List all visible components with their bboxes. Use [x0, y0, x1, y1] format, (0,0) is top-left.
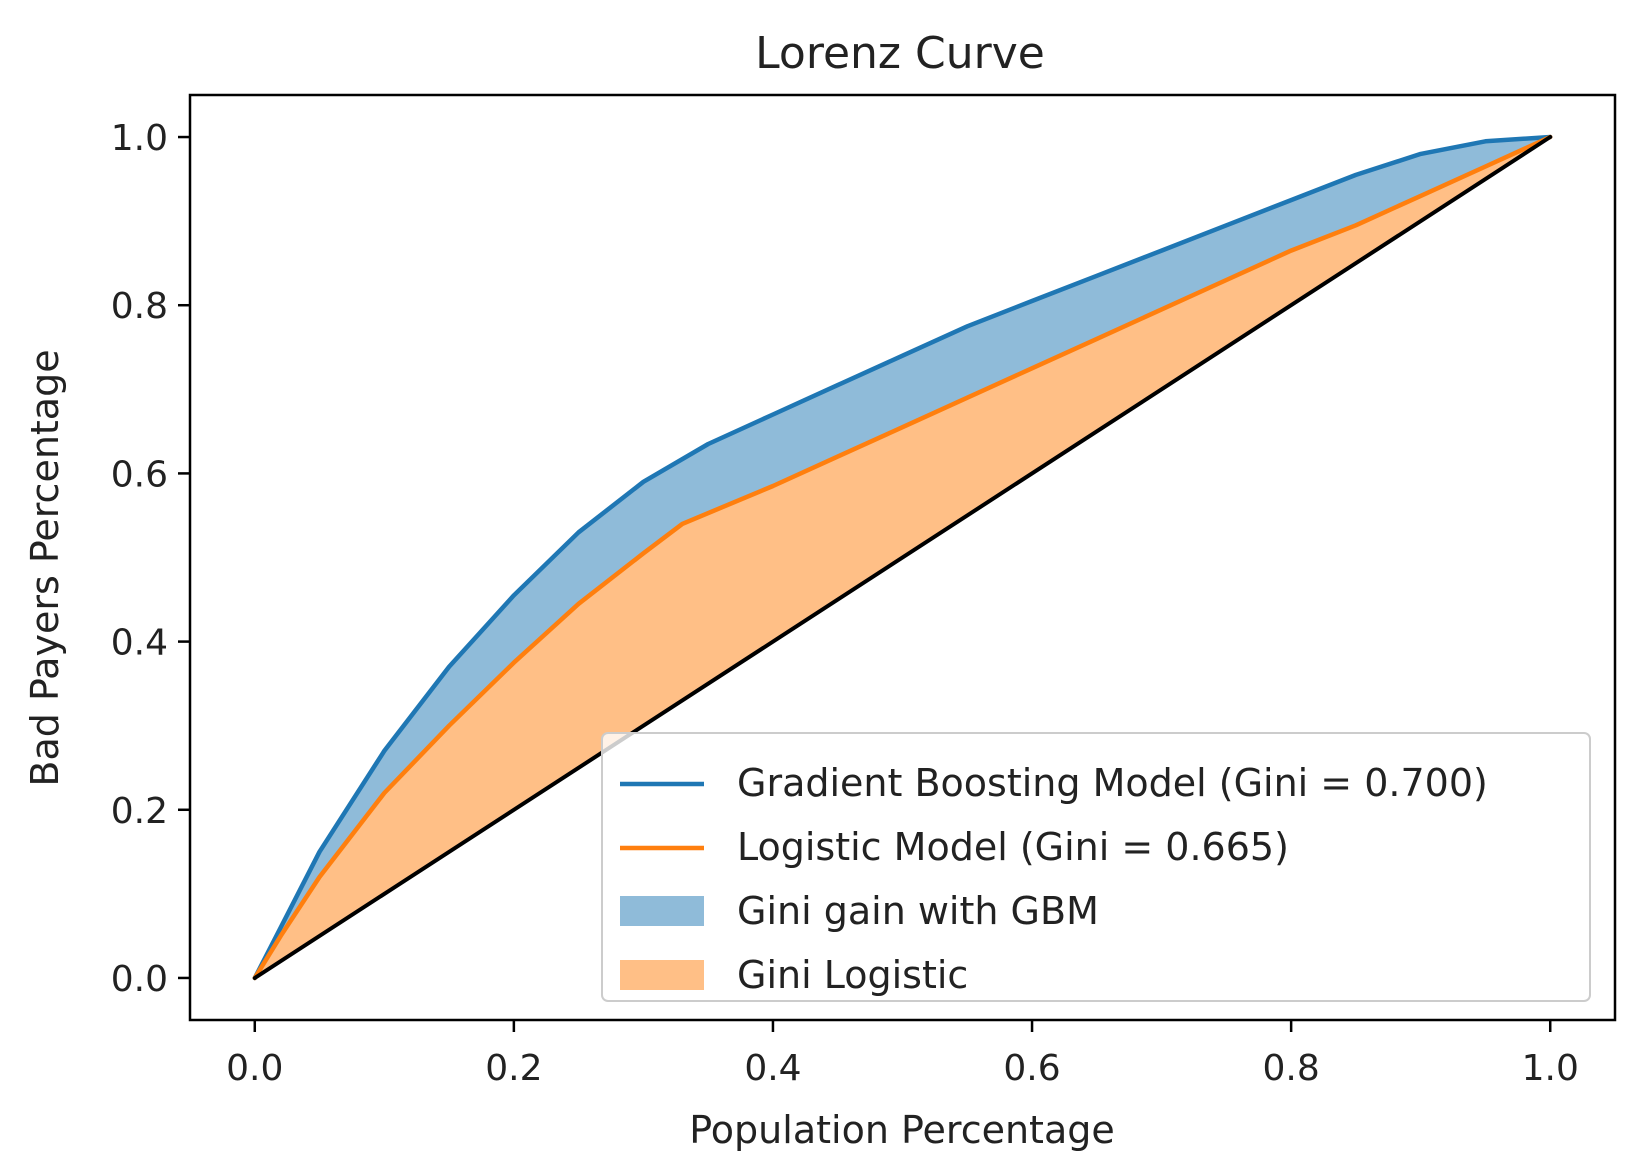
legend-label: Gini gain with GBM: [737, 889, 1099, 933]
x-tick-label: 0.4: [744, 1048, 801, 1089]
y-tick-label: 0.6: [111, 454, 168, 495]
series-line-2: [252, 134, 1553, 981]
legend: Gradient Boosting Model (Gini = 0.700) Lo…: [601, 732, 1591, 1002]
x-tick-label: 0.0: [226, 1048, 283, 1089]
y-axis-ticks: 0.0 0.2 0.4 0.6 0.8 1.0: [111, 118, 190, 1000]
y-tick-label: 0.8: [111, 286, 168, 327]
x-axis-title: Population Percentage: [689, 1108, 1115, 1152]
x-axis-ticks: 0.0 0.2 0.4 0.6 0.8 1.0: [226, 1020, 1579, 1089]
legend-items: Gradient Boosting Model (Gini = 0.700) Lo…: [620, 761, 1488, 997]
legend-label: Gradient Boosting Model (Gini = 0.700): [737, 761, 1488, 805]
lines-layer: [252, 134, 1553, 981]
y-tick-label: 0.4: [111, 623, 168, 664]
y-tick-label: 0.2: [111, 791, 168, 832]
legend-box: [601, 732, 1591, 1002]
x-tick-label: 0.6: [1003, 1048, 1060, 1089]
x-tick-label: 0.2: [485, 1048, 542, 1089]
plot-frame: [188, 93, 1617, 1022]
legend-label: Logistic Model (Gini = 0.665): [737, 825, 1289, 869]
legend-patch-handle: [620, 896, 704, 926]
series-line-1: [252, 134, 1553, 981]
y-tick-label: 0.0: [111, 959, 168, 1000]
legend-label: Gini Logistic: [737, 953, 968, 997]
series-line-3: [252, 135, 1553, 980]
y-tick-label: 1.0: [111, 118, 168, 159]
x-tick-label: 1.0: [1522, 1048, 1579, 1089]
legend-patch-handle: [620, 960, 704, 990]
y-axis-title: Bad Payers Percentage: [23, 349, 67, 786]
x-tick-label: 0.8: [1263, 1048, 1320, 1089]
chart-title: Lorenz Curve: [755, 28, 1045, 79]
